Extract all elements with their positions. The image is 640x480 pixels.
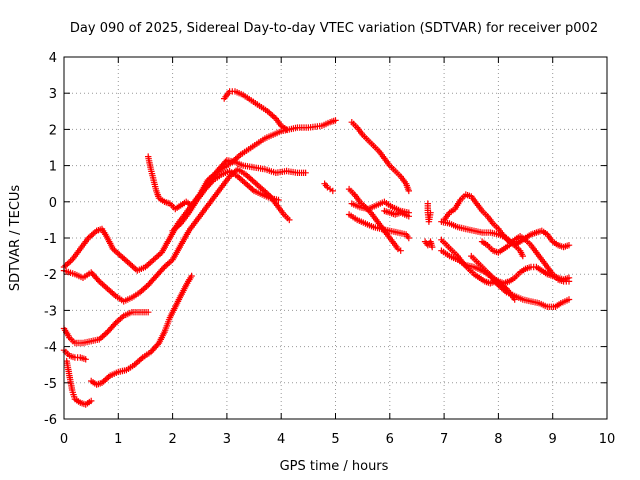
y-tick-label: -1 [44, 232, 57, 247]
x-tick-label: 9 [549, 432, 557, 447]
y-tick-label: -2 [44, 268, 57, 283]
y-tick-label: -3 [44, 304, 57, 319]
x-axis-label: GPS time / hours [280, 459, 389, 474]
y-tick-label: 1 [49, 160, 57, 175]
y-tick-label: 0 [49, 196, 57, 211]
y-axis-label: SDTVAR / TECUs [8, 185, 23, 292]
y-tick-label: 2 [49, 123, 57, 138]
x-tick-label: 10 [599, 432, 616, 447]
x-tick-label: 2 [168, 432, 176, 447]
x-tick-label: 6 [386, 432, 394, 447]
x-tick-label: 8 [494, 432, 502, 447]
y-tick-label: 3 [49, 87, 57, 102]
x-tick-label: 5 [331, 432, 339, 447]
x-tick-label: 4 [277, 432, 285, 447]
x-tick-label: 3 [223, 432, 231, 447]
chart: Day 090 of 2025, Sidereal Day-to-day VTE… [0, 0, 640, 480]
x-tick-label: 7 [440, 432, 448, 447]
y-tick-label: 4 [49, 51, 57, 66]
y-tick-label: -4 [44, 341, 57, 356]
chart-background [0, 0, 640, 480]
x-tick-label: 0 [60, 432, 68, 447]
y-tick-label: -6 [44, 413, 57, 428]
y-tick-label: -5 [44, 377, 57, 392]
chart-title: Day 090 of 2025, Sidereal Day-to-day VTE… [70, 21, 598, 36]
x-tick-label: 1 [114, 432, 122, 447]
